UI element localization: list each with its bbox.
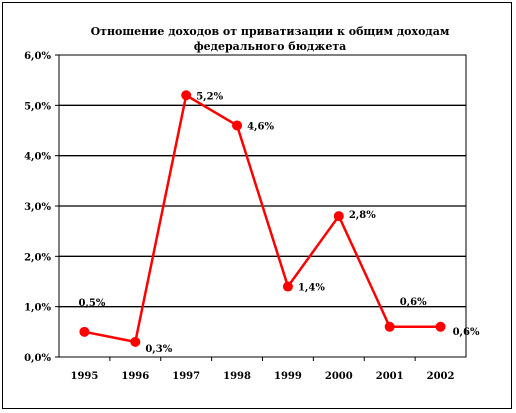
data-label: 0,6% [453,327,480,338]
x-tick-label: 2002 [427,371,455,382]
data-point [79,326,90,337]
x-tick-label: 1996 [121,371,149,382]
data-point [333,211,344,222]
data-label: 4,6% [247,121,274,132]
y-tick-label: 3,0% [24,202,51,213]
x-tick-label: 1997 [172,371,200,382]
y-tick-label: 0,0% [24,353,51,364]
data-label: 0,3% [145,344,172,355]
data-point [130,336,141,347]
data-label: 0,5% [78,298,105,309]
x-tick-label: 2000 [325,371,353,382]
y-tick-label: 5,0% [24,101,51,112]
chart-title-line-1: Отношение доходов от приватизации к общи… [91,25,450,38]
series-line [79,90,446,347]
data-point [181,90,192,101]
chart-frame [2,2,512,409]
x-tick-label: 1998 [223,371,251,382]
data-label: 5,2% [196,91,223,102]
data-label: 1,4% [298,283,325,294]
data-label: 0,6% [400,297,427,308]
x-tick-label: 2001 [376,371,404,382]
y-tick-label: 6,0% [24,51,51,62]
series-polyline [84,94,441,344]
data-label: 2,8% [349,210,376,221]
y-tick-label: 1,0% [24,303,51,314]
x-axis-ticks: 1995 1996 1997 1998 1999 2000 2001 2002 [71,357,455,382]
y-tick-label: 4,0% [24,152,51,163]
data-point [282,281,293,292]
x-tick-label: 1995 [71,371,99,382]
data-point [435,321,446,332]
data-point [384,321,395,332]
data-point [232,120,243,131]
data-labels: 0,5% 0,3% 5,2% 4,6% 1,4% 2,8% 0,6% 0,6% [78,91,480,355]
y-axis-ticks: 0,0% 1,0% 2,0% 3,0% 4,0% 5,0% 6,0% [24,51,59,364]
x-tick-label: 1999 [274,371,302,382]
chart-title-line-2: федерального бюджета [194,40,347,53]
y-tick-label: 2,0% [24,252,51,263]
